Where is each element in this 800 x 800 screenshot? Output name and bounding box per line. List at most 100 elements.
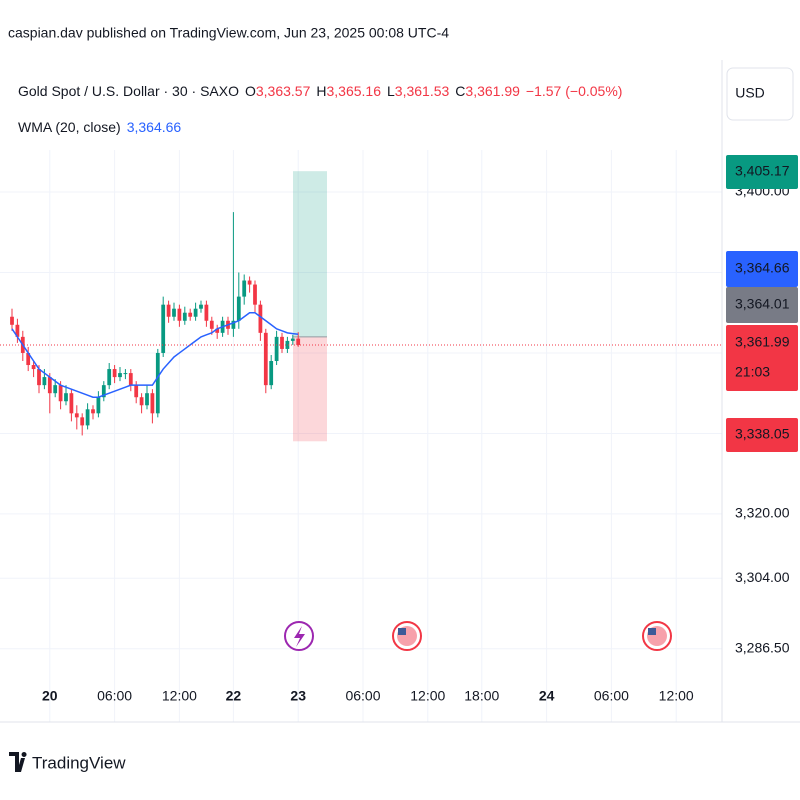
candle-body — [118, 373, 122, 378]
wma-label: 3,364.66 — [735, 260, 790, 276]
o-key: O — [245, 83, 256, 99]
candle-body — [96, 397, 101, 414]
entry-label-box — [726, 287, 798, 323]
candle-body — [193, 308, 198, 317]
candle-body — [26, 352, 31, 366]
candle-body — [280, 336, 284, 349]
flag-canton — [398, 628, 406, 635]
countdown: 21:03 — [735, 364, 770, 380]
wma-line — [11, 311, 299, 398]
candle-body — [15, 324, 20, 337]
target-label: 3,405.17 — [735, 163, 790, 179]
candle-body — [101, 385, 106, 398]
last-price-label: 3,361.99 — [735, 334, 790, 350]
candle-body — [112, 369, 117, 378]
x-tick-label: 06:00 — [97, 688, 132, 704]
candle-body — [290, 338, 295, 341]
indicator-legend: WMA (20, close) 3,364.66 — [18, 119, 181, 135]
candle-body — [166, 304, 171, 317]
candle-body — [285, 340, 290, 349]
target-label-box — [726, 155, 798, 189]
change: −1.57 (−0.05%) — [526, 83, 623, 99]
x-tick-label: 22 — [226, 688, 242, 704]
candle-body — [215, 328, 220, 333]
candle-body — [247, 280, 252, 285]
candle-body — [188, 312, 193, 317]
symbol: Gold Spot / U.S. Dollar · 30 · SAXO — [18, 83, 239, 99]
logo: TradingView — [9, 752, 126, 772]
legend: Gold Spot / U.S. Dollar · 30 · SAXO O 3,36… — [18, 83, 622, 99]
header: caspian.dav published on TradingView.com… — [8, 25, 449, 41]
candle-body — [80, 417, 85, 426]
stop-zone — [293, 336, 327, 442]
candle-body — [150, 393, 155, 414]
candle-body — [64, 393, 68, 402]
candle-body — [91, 409, 95, 414]
candle-body — [296, 338, 301, 345]
c-key: C — [455, 83, 465, 99]
candle-body — [42, 377, 47, 386]
wma-label-box — [726, 251, 798, 287]
currency-button[interactable] — [726, 67, 794, 121]
candle-body — [236, 296, 241, 321]
x-tick-label: 24 — [539, 688, 555, 704]
grid — [0, 150, 722, 722]
candle-body — [74, 413, 79, 418]
indicator-value: 3,364.66 — [127, 119, 182, 135]
x-tick-label: 06:00 — [594, 688, 629, 704]
candle-body — [161, 304, 166, 353]
lightning — [294, 626, 305, 647]
x-tick-label: 12:00 — [659, 688, 694, 704]
h-value: 3,365.16 — [327, 83, 382, 99]
candle-body — [177, 308, 182, 321]
candle-body — [269, 361, 274, 386]
x-tick-label: 12:00 — [162, 688, 197, 704]
candle-body — [242, 280, 247, 297]
x-tick-label: 20 — [42, 688, 58, 704]
candle-body — [53, 385, 58, 394]
candle-body — [139, 397, 144, 406]
candle-body — [209, 320, 214, 329]
h-key: H — [316, 83, 326, 99]
candle-body — [128, 373, 133, 386]
x-tick-label: 12:00 — [410, 688, 445, 704]
candle-body — [145, 393, 149, 406]
indicator-name: WMA (20, close) — [18, 119, 121, 135]
candle-body — [172, 308, 176, 317]
last-price-box — [726, 325, 798, 391]
axes: 3,286.503,304.003,320.003,340.003,360.00… — [42, 155, 798, 704]
candle-body — [253, 284, 257, 305]
candle-body — [69, 393, 74, 414]
candle-body — [155, 352, 160, 414]
candle-body — [85, 409, 90, 426]
flag-canton — [648, 628, 656, 635]
candle-body — [204, 304, 209, 321]
c-value: 3,361.99 — [465, 83, 520, 99]
candle-body — [231, 320, 236, 329]
candle-body — [47, 377, 52, 394]
stop-label-box — [726, 418, 798, 452]
candle-body — [134, 385, 139, 398]
candle-body — [31, 365, 36, 370]
l-value: 3,361.53 — [395, 83, 450, 99]
candle-body — [123, 373, 128, 375]
currency[interactable]: USD — [735, 85, 765, 101]
entry-label: 3,364.01 — [735, 296, 790, 312]
candle-body — [107, 369, 112, 386]
target-zone — [293, 171, 327, 337]
footer: TradingView — [32, 753, 126, 772]
logo-mark — [9, 752, 27, 772]
x-tick-label: 18:00 — [464, 688, 499, 704]
candle-body — [182, 312, 187, 321]
candle-body — [37, 369, 41, 386]
x-tick-label: 23 — [290, 688, 306, 704]
candle-body — [263, 332, 268, 386]
candle-body — [274, 336, 279, 362]
candle-body — [199, 304, 203, 309]
y-tick-label: 3,304.00 — [735, 569, 790, 585]
candle-body — [10, 316, 14, 325]
plot — [0, 171, 722, 442]
event-icons — [284, 621, 672, 651]
